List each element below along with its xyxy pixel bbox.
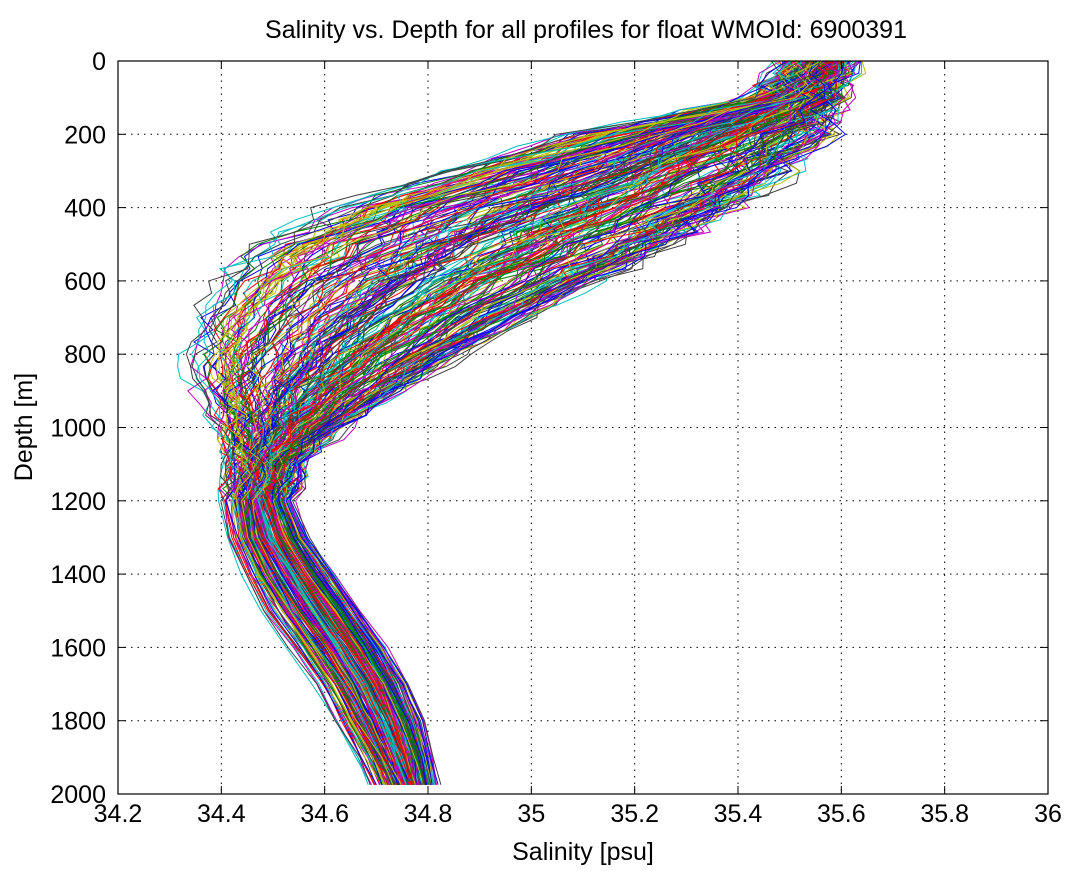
profile-line [239,61,827,785]
profile-line [272,61,816,785]
x-tick-label: 35.8 [920,800,969,828]
profile-line [250,61,809,785]
profile-lines [177,61,867,786]
profile-line [218,61,823,785]
profile-line [260,61,841,785]
profile-line [248,61,821,785]
y-tick-label: 600 [64,268,106,296]
x-axis-ticks: 34.2 34.4 34.6 34.8 35 35.2 35.4 35.6 35.8 36 [94,61,1062,828]
y-axis-label: Depth [m] [10,373,38,481]
profile-line [203,61,788,786]
profile-line [196,61,789,786]
x-tick-label: 35.4 [714,800,763,828]
profile-line [177,61,774,785]
x-tick-label: 35.2 [610,800,659,828]
profile-line [187,61,795,786]
y-tick-label: 1400 [50,561,106,589]
x-tick-label: 34.6 [300,800,349,828]
profile-line [232,61,802,786]
y-tick-label: 0 [92,48,106,76]
y-tick-label: 1600 [50,634,106,662]
profile-line [248,61,835,786]
profile-line [262,61,844,785]
y-tick-label: 2000 [50,781,106,809]
profile-line [281,61,846,785]
y-axis-ticks: 0 200 400 600 800 1000 1200 1400 1600 1800 2000 [50,48,1048,809]
x-axis-label: Salinity [psu] [512,838,654,866]
y-tick-label: 400 [64,195,106,223]
profile-line [252,61,794,785]
profile-line [250,61,839,785]
profile-line [265,61,833,785]
profile-line [258,61,819,785]
x-tick-label: 34.4 [197,800,246,828]
profile-line [221,61,789,785]
x-tick-label: 35.6 [817,800,866,828]
x-tick-label: 36 [1034,800,1062,828]
profile-line [266,61,826,785]
profile-line [276,61,843,785]
profile-line [264,61,840,785]
profile-line [285,61,837,785]
profile-line [253,61,804,785]
y-tick-label: 1000 [50,415,106,443]
profile-line [265,61,844,785]
y-tick-label: 800 [64,341,106,369]
profile-line [217,61,807,786]
x-tick-label: 35 [517,800,545,828]
profile-line [233,61,808,786]
chart-title: Salinity vs. Depth for all profiles for … [265,16,907,44]
profile-line [281,61,852,785]
x-tick-label: 34.8 [404,800,453,828]
profile-line [265,61,840,785]
grid-lines [118,61,1048,794]
y-tick-label: 1800 [50,708,106,736]
profile-line [278,61,845,785]
profile-line [256,61,815,785]
y-tick-label: 1200 [50,488,106,516]
profile-line [242,61,806,786]
profile-line [185,61,813,785]
profile-line [215,61,799,786]
x-tick-label: 34.2 [94,800,143,828]
profile-line [280,61,847,785]
profile-line [291,61,845,785]
y-tick-label: 200 [64,121,106,149]
